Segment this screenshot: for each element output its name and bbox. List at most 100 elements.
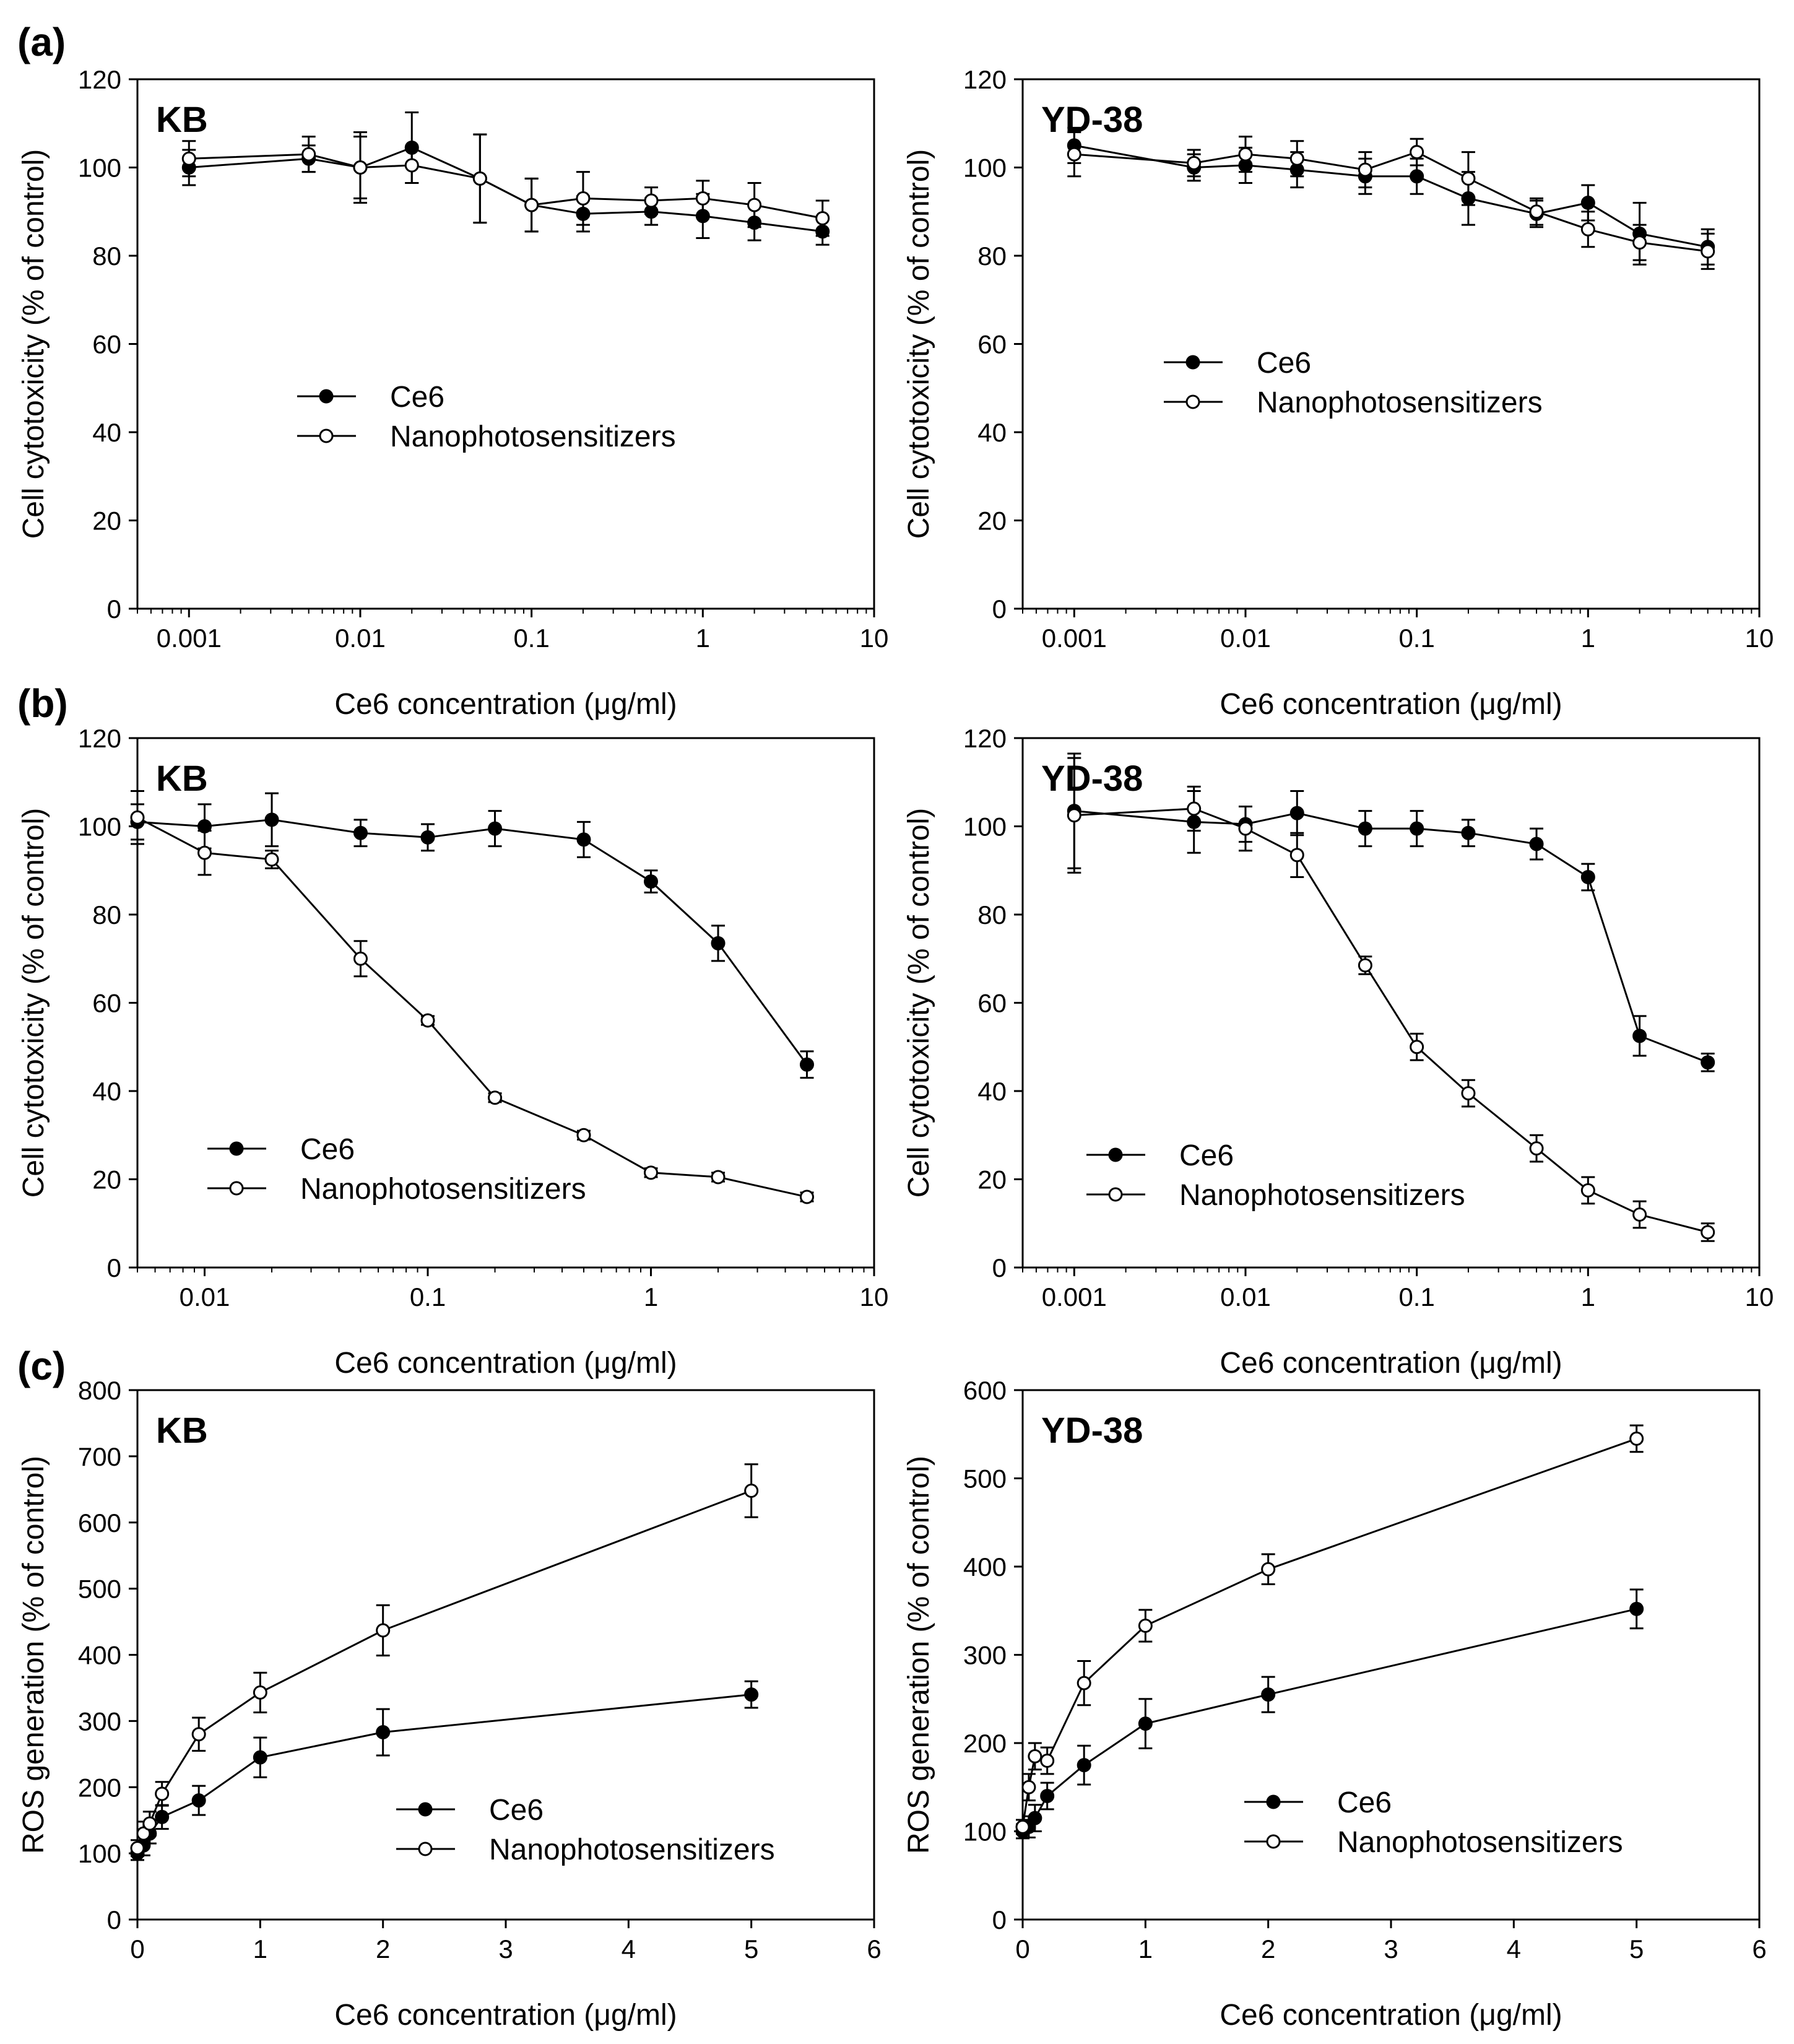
x-tick-label: 2	[1261, 1934, 1275, 1964]
legend: Ce6 Nanophotosensitizers	[1164, 347, 1543, 419]
y-axis-title: Cell cytotoxicity (% of control)	[903, 808, 935, 1198]
data-point	[695, 191, 710, 206]
legend-label: Ce6	[1179, 1139, 1234, 1172]
x-tick-label: 0	[130, 1934, 144, 1964]
chart-b-kb: 0 20 40 60 80 100 120 0.01 0.1 1 10 Ce6 concentrati…	[17, 724, 888, 1380]
data-point	[576, 1128, 591, 1142]
x-tick-label: 0	[1015, 1934, 1029, 1964]
y-tick-label: 40	[92, 418, 121, 447]
y-tick-label: 700	[78, 1442, 121, 1471]
data-point	[376, 1725, 391, 1740]
legend-marker	[1185, 394, 1200, 409]
panel-label-b: (b)	[17, 681, 68, 726]
series-line	[137, 816, 807, 1198]
data-point	[1580, 1183, 1595, 1198]
series-nanophotosensitizers	[1015, 1424, 1644, 1835]
data-point	[142, 1816, 157, 1831]
chart-a-kb: 0 20 40 60 80 100 120 0.001 0.01 0.1 1 10 Ce6 concen…	[17, 65, 888, 721]
y-tick-label: 40	[977, 418, 1007, 447]
y-tick-label: 80	[92, 241, 121, 271]
data-point	[799, 1189, 814, 1204]
x-tick-label: 0.01	[335, 624, 386, 653]
legend-marker	[418, 1842, 433, 1856]
x-tick-label: 0.1	[1398, 1282, 1434, 1311]
y-tick-label: 0	[107, 594, 121, 624]
legend-marker	[1266, 1794, 1281, 1809]
data-point	[1701, 1225, 1715, 1240]
data-point	[1629, 1601, 1644, 1616]
data-point	[815, 211, 830, 225]
x-axis-title: Ce6 concentration (μg/ml)	[334, 688, 677, 721]
data-point	[191, 1727, 206, 1742]
data-point	[1358, 958, 1372, 973]
legend: Ce6 Nanophotosensitizers	[1244, 1786, 1623, 1859]
data-point	[136, 1826, 151, 1841]
legend-label: Nanophotosensitizers	[489, 1833, 775, 1866]
data-point	[1701, 1055, 1715, 1070]
data-point	[1187, 801, 1202, 816]
data-point	[353, 951, 368, 966]
x-tick-label: 6	[1752, 1934, 1766, 1964]
x-tick-label: 10	[860, 624, 889, 653]
data-point	[1410, 169, 1424, 184]
x-tick-label: 0.01	[180, 1282, 230, 1311]
data-point	[1238, 821, 1253, 836]
data-point	[1529, 1141, 1544, 1156]
y-tick-label: 100	[78, 1839, 121, 1868]
legend: Ce6 Nanophotosensitizers	[297, 381, 676, 453]
data-point	[1632, 1029, 1647, 1043]
data-point	[1632, 1207, 1647, 1222]
cell-line-label: KB	[156, 759, 208, 799]
x-tick-label: 1	[253, 1934, 267, 1964]
cell-line-label: KB	[156, 1411, 208, 1451]
data-point	[1701, 244, 1715, 259]
x-tick-label: 0.01	[1220, 624, 1271, 653]
legend-marker	[229, 1141, 244, 1156]
data-point	[1261, 1687, 1276, 1702]
legend-label: Ce6	[1337, 1786, 1392, 1819]
x-tick-label: 10	[860, 1282, 889, 1311]
x-tick-label: 10	[1745, 1282, 1774, 1311]
y-tick-label: 60	[977, 989, 1007, 1018]
y-tick-label: 120	[78, 724, 121, 753]
y-axis-title: ROS generation (% of control)	[903, 1456, 935, 1854]
x-tick-label: 1	[644, 1282, 658, 1311]
x-tick-label: 10	[1745, 624, 1774, 653]
legend-marker	[1266, 1834, 1281, 1849]
data-point	[1358, 162, 1372, 177]
y-tick-label: 400	[78, 1641, 121, 1670]
x-tick-label: 0.1	[1398, 624, 1434, 653]
data-point	[1021, 1780, 1036, 1794]
legend-marker	[1108, 1187, 1123, 1202]
data-point	[1358, 821, 1372, 836]
y-tick-label: 0	[992, 1253, 1007, 1282]
y-axis-title: Cell cytotoxicity (% of control)	[17, 808, 50, 1198]
series-nanophotosensitizers	[181, 131, 830, 237]
y-tick-label: 120	[963, 65, 1007, 94]
data-point	[711, 936, 726, 950]
data-point	[524, 198, 539, 212]
y-tick-label: 120	[963, 724, 1007, 753]
y-tick-label: 200	[78, 1773, 121, 1802]
legend-label: Nanophotosensitizers	[1337, 1826, 1623, 1859]
data-point	[130, 1841, 145, 1856]
x-axis-title: Ce6 concentration (μg/ml)	[1220, 1347, 1562, 1380]
legend-label: Ce6	[489, 1794, 544, 1827]
data-point	[1077, 1758, 1091, 1773]
y-tick-label: 40	[92, 1077, 121, 1106]
y-tick-label: 400	[963, 1552, 1007, 1581]
data-point	[1028, 1749, 1042, 1763]
x-axis-title: Ce6 concentration (μg/ml)	[334, 1347, 677, 1380]
y-tick-label: 100	[963, 812, 1007, 842]
data-point	[576, 191, 591, 206]
x-tick-label: 5	[1629, 1934, 1644, 1964]
data-point	[576, 832, 591, 847]
data-point	[1461, 825, 1476, 840]
y-tick-label: 100	[963, 1817, 1007, 1846]
data-point	[1067, 147, 1081, 162]
data-point	[353, 825, 368, 840]
data-point	[404, 158, 419, 173]
series-nanophotosensitizers	[1067, 757, 1715, 1242]
legend-marker	[418, 1802, 433, 1817]
data-point	[488, 821, 503, 836]
